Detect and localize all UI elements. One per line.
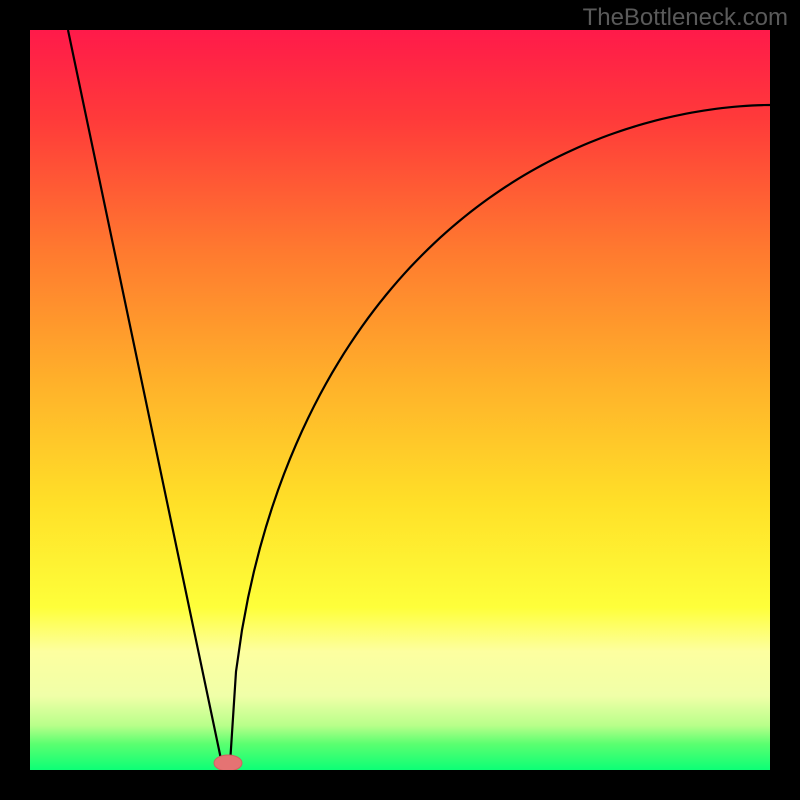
chart-container: TheBottleneck.com: [0, 0, 800, 800]
gradient-background: [30, 30, 770, 770]
optimal-point-marker: [214, 755, 242, 770]
chart-svg: [30, 30, 770, 770]
watermark-text: TheBottleneck.com: [583, 4, 788, 32]
plot-area: [30, 30, 770, 770]
